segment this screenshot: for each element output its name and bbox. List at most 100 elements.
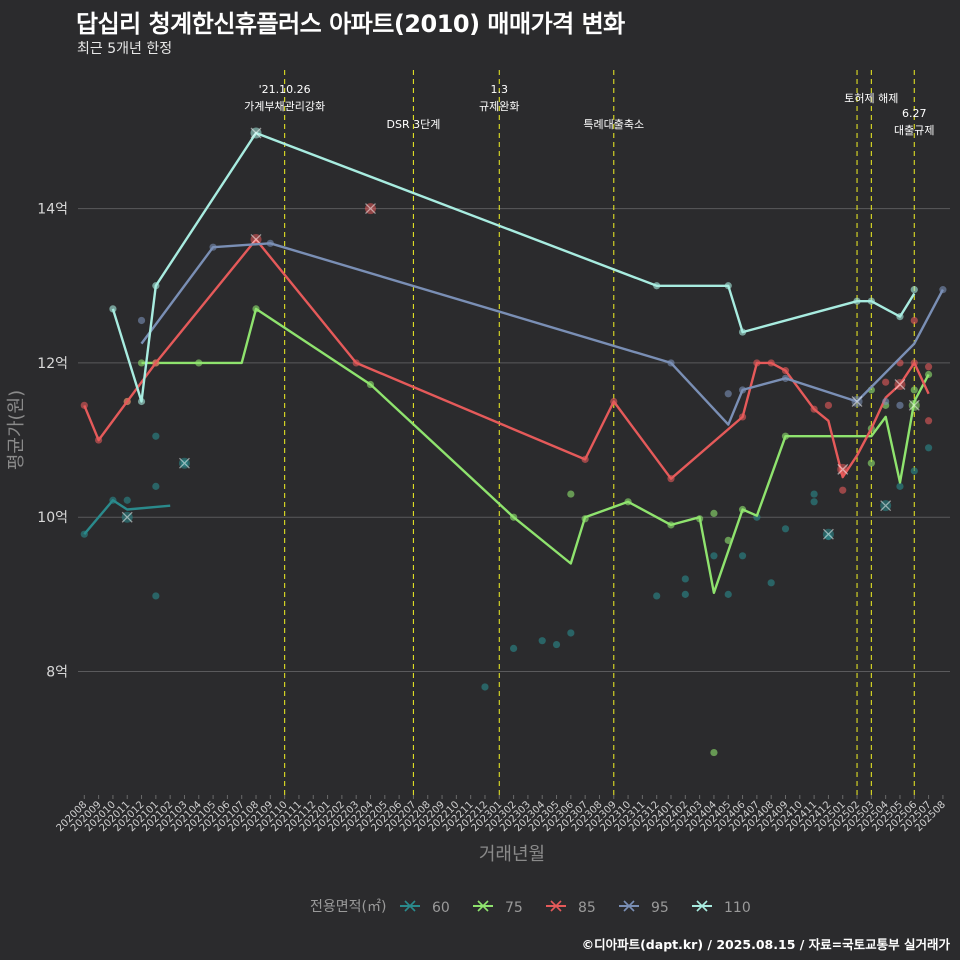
data-point [552,640,561,649]
legend-item-85: 85 [546,900,596,916]
legend-title: 전용면적(㎡) [310,899,386,915]
legend-swatch-cross [404,900,416,912]
y-tick-label: 8억 [46,665,68,681]
caption: ©디아파트(dapt.kr) / 2025.08.15 / 자료=국토교통부 실… [581,937,950,952]
legend-label: 75 [505,900,523,916]
data-point [896,401,904,409]
data-point [924,363,933,371]
series-60 [80,432,933,691]
legend-swatch-cross [550,900,562,912]
data-point [882,378,890,386]
data-point [924,444,933,452]
data-point [152,592,160,600]
data-point [123,496,131,504]
data-point [910,467,918,475]
event-label: 6.27 [902,107,927,120]
data-point [152,432,160,440]
series-75 [123,305,933,757]
cross-marker [880,500,892,512]
cross-marker [250,127,262,139]
series-group [80,127,947,757]
data-point [538,637,546,645]
data-point [481,683,489,691]
data-point [137,316,146,325]
legend: 전용면적(㎡) 60 75 85 95 110 [310,899,751,916]
data-point [810,498,818,506]
data-point [567,629,575,637]
legend-item-110: 110 [692,900,751,916]
legend-label: 95 [651,900,669,916]
event-label: 대출규제 [894,124,934,137]
data-point [681,590,689,598]
data-point [882,397,890,406]
series-line [83,499,171,535]
legend-label: 110 [724,900,751,916]
gridlines [78,208,950,673]
cross-marker [851,395,863,407]
event-label: '21.10.26 [259,83,311,96]
data-point [653,592,661,600]
data-point [781,525,790,533]
event-label: DSR 3단계 [387,118,441,131]
data-point [567,490,575,498]
data-point [710,748,718,757]
series-110 [109,127,918,406]
legend-swatch-cross [477,900,489,912]
legend-label: 85 [578,900,596,916]
data-point [867,459,875,467]
x-axis-title: 거래년월 [479,844,545,865]
data-point [710,552,718,560]
legend-item-95: 95 [619,900,669,916]
cross-marker [178,457,190,469]
series-85 [80,203,933,494]
event-label: 1.3 [491,83,509,96]
data-point [724,590,732,598]
cross-marker [894,379,906,391]
data-point [509,644,518,653]
cross-marker [250,233,262,245]
series-line [140,242,944,426]
data-point [738,552,747,560]
data-point [910,386,918,394]
series-95 [137,239,947,426]
legend-swatch-cross [623,900,635,912]
data-point [810,490,818,498]
data-point [767,579,775,587]
axes: 8억10억12억14억20200820200920201020201120201… [37,202,948,835]
data-point [152,482,160,490]
cross-marker [908,399,920,411]
series-line [111,131,916,403]
legend-label: 60 [432,900,450,916]
chart-title: 답십리 청계한신휴플러스 아파트(2010) 매매가격 변화 [76,10,625,38]
data-point [824,401,833,409]
data-point [896,482,904,490]
cross-marker [822,528,834,540]
y-tick-label: 10억 [37,510,68,526]
series-line [83,238,930,480]
data-point [724,536,732,544]
data-point [724,390,732,398]
y-axis-title: 평균가(원) [6,390,27,470]
cross-marker [121,511,133,523]
event-label: 특례대출축소 [583,118,644,131]
data-point [910,316,918,325]
data-point [710,509,718,517]
event-label: 규제완화 [479,100,519,113]
data-point [910,286,918,294]
event-label: 가계부채관리강화 [244,100,325,113]
series-line [141,307,930,594]
cross-marker [365,203,376,215]
data-point [681,575,689,583]
y-tick-label: 14억 [37,202,68,218]
cross-marker [837,463,849,475]
chart-subtitle: 최근 5개년 한정 [77,41,173,57]
data-point [924,417,933,425]
data-point [839,486,847,494]
y-tick-label: 12억 [37,356,68,372]
event-label: 토허제 해제 [844,91,898,105]
legend-item-75: 75 [473,900,523,916]
legend-swatch-cross [696,900,708,912]
legend-item-60: 60 [400,900,450,916]
